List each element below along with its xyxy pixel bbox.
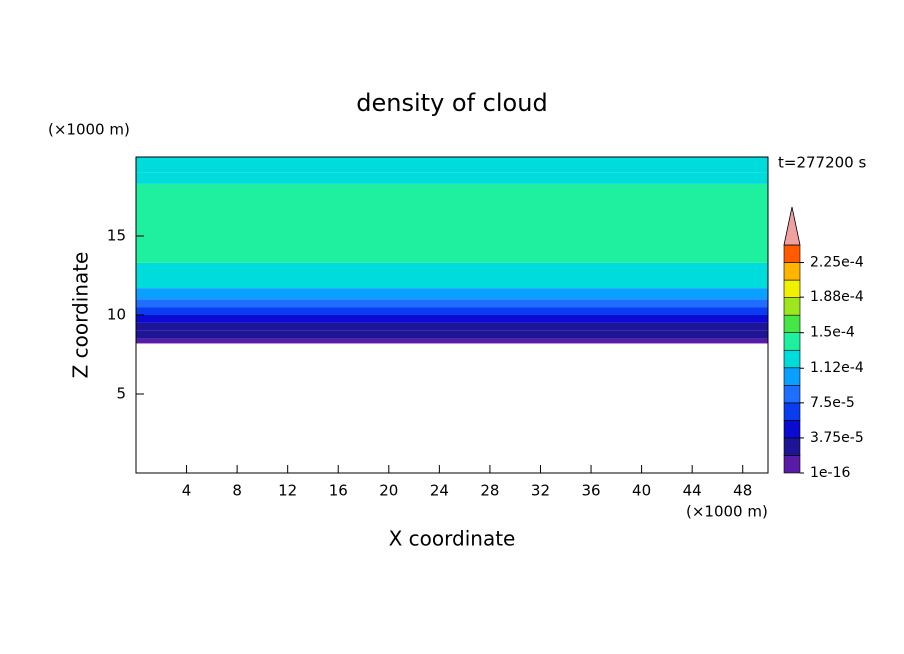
x-tick-label: 12 xyxy=(278,482,297,500)
y-tick-label: 15 xyxy=(107,227,126,245)
colorbar-tick-label: 1.5e-4 xyxy=(810,325,855,341)
x-tick-label: 48 xyxy=(733,482,752,500)
x-tick-label: 32 xyxy=(531,482,550,500)
contour-band xyxy=(136,183,768,263)
colorbar-box xyxy=(783,279,801,298)
colorbar-extension xyxy=(783,206,801,246)
contour-band xyxy=(136,275,768,289)
x-tick-label: 44 xyxy=(683,482,702,500)
colorbar-tick-label: 2.25e-4 xyxy=(810,255,864,271)
colorbar-tick-label: 1.12e-4 xyxy=(810,360,864,376)
colorbar-tick-label: 1e-16 xyxy=(810,465,850,481)
colorbar-box xyxy=(783,349,801,369)
colorbar-tick-label: 7.5e-5 xyxy=(810,395,855,411)
chart-title: density of cloud xyxy=(356,89,547,117)
contour-band xyxy=(136,157,768,173)
contour-band xyxy=(136,322,768,331)
colorbar-box xyxy=(783,385,801,404)
y-axis-label: Z coordinate xyxy=(69,252,93,379)
contour-band xyxy=(136,330,768,339)
time-label: t=277200 s xyxy=(778,154,866,172)
contour-band xyxy=(136,288,768,300)
x-axis-label: X coordinate xyxy=(389,527,516,551)
x-tick-label: 16 xyxy=(329,482,348,500)
y-tick-label: 10 xyxy=(107,306,126,324)
colorbar-box xyxy=(783,402,801,421)
colorbar-box xyxy=(783,244,801,263)
colorbar-box xyxy=(783,437,801,456)
colorbar-box xyxy=(783,297,801,316)
colorbar-box xyxy=(783,262,801,281)
x-unit: (×1000 m) xyxy=(686,503,768,521)
x-tick-label: 40 xyxy=(632,482,651,500)
contour-band xyxy=(136,262,768,276)
contour-band xyxy=(136,315,768,323)
colorbar-box xyxy=(783,314,801,333)
colorbar-tick-label: 3.75e-5 xyxy=(810,430,864,446)
y-tick-label: 5 xyxy=(116,385,126,403)
contour-band xyxy=(136,338,768,344)
colorbar-tick-label: 1.88e-4 xyxy=(810,289,864,305)
y-unit: (×1000 m) xyxy=(48,121,130,139)
colorbar-box xyxy=(783,420,801,439)
x-tick-label: 24 xyxy=(430,482,449,500)
contour-band xyxy=(136,299,768,308)
colorbar-box xyxy=(783,455,801,474)
x-tick-label: 8 xyxy=(232,482,242,500)
x-tick-label: 4 xyxy=(182,482,192,500)
contour-band xyxy=(136,307,768,315)
contour-band xyxy=(136,172,768,184)
x-tick-label: 20 xyxy=(379,482,398,500)
x-tick-label: 28 xyxy=(480,482,499,500)
x-tick-label: 36 xyxy=(581,482,600,500)
colorbar-box xyxy=(783,367,801,386)
colorbar-box xyxy=(783,332,801,351)
